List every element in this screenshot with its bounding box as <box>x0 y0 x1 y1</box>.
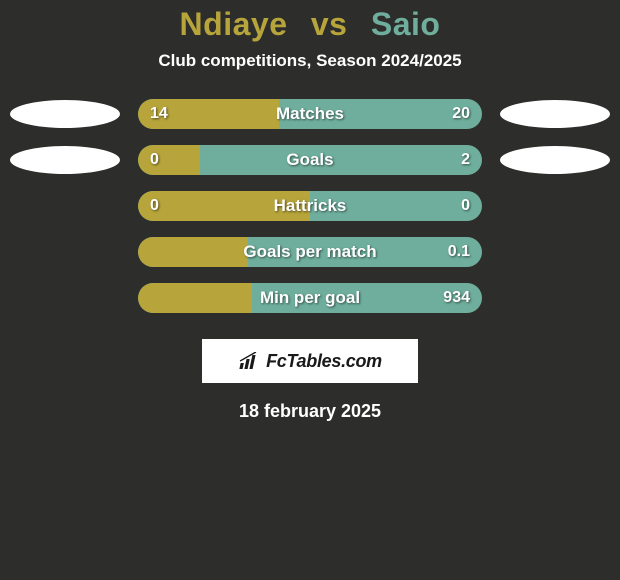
team-marker-right <box>500 100 610 128</box>
team-marker-right <box>500 146 610 174</box>
stat-bar-fill <box>138 283 252 313</box>
logo-text: FcTables.com <box>266 351 382 372</box>
stat-value-right: 0.1 <box>448 243 470 261</box>
player1-name: Ndiaye <box>180 6 288 42</box>
stat-label: Goals <box>286 150 333 170</box>
comparison-chart: 14Matches200Goals20Hattricks0Goals per m… <box>10 99 610 329</box>
subtitle: Club competitions, Season 2024/2025 <box>158 51 461 71</box>
stat-bar-fill <box>138 237 248 267</box>
vs-text: vs <box>311 6 348 42</box>
comparison-container: Ndiaye vs Saio Club competitions, Season… <box>0 0 620 422</box>
stat-row: 14 Matches 20 <box>10 99 610 129</box>
stat-label: Min per goal <box>260 288 360 308</box>
stat-row: 0 Hattricks 0 <box>10 191 610 221</box>
bar-chart-icon <box>238 352 260 370</box>
stat-value-left: 0 <box>150 151 159 169</box>
stat-bar-fill <box>138 145 200 175</box>
stat-value-left: 0 <box>150 197 159 215</box>
stat-bar: 0 Goals 2 <box>138 145 482 175</box>
stat-row: Goals per match 0.1 <box>10 237 610 267</box>
team-marker-left <box>10 146 120 174</box>
stat-label: Matches <box>276 104 344 124</box>
stat-value-right: 934 <box>443 289 470 307</box>
stat-bar: Min per goal 934 <box>138 283 482 313</box>
logo: FcTables.com <box>238 351 382 372</box>
stat-value-right: 2 <box>461 151 470 169</box>
stat-value-right: 0 <box>461 197 470 215</box>
stat-value-left: 14 <box>150 105 168 123</box>
logo-box: FcTables.com <box>202 339 418 383</box>
stat-row: Min per goal 934 <box>10 283 610 313</box>
stat-value-right: 20 <box>452 105 470 123</box>
team-marker-left <box>10 100 120 128</box>
player2-name: Saio <box>371 6 441 42</box>
date-text: 18 february 2025 <box>239 401 381 422</box>
stat-bar: 14 Matches 20 <box>138 99 482 129</box>
page-title: Ndiaye vs Saio <box>180 6 441 43</box>
stat-label: Hattricks <box>274 196 347 216</box>
stat-row: 0 Goals 2 <box>10 145 610 175</box>
stat-bar: 0 Hattricks 0 <box>138 191 482 221</box>
stat-label: Goals per match <box>243 242 376 262</box>
stat-bar: Goals per match 0.1 <box>138 237 482 267</box>
